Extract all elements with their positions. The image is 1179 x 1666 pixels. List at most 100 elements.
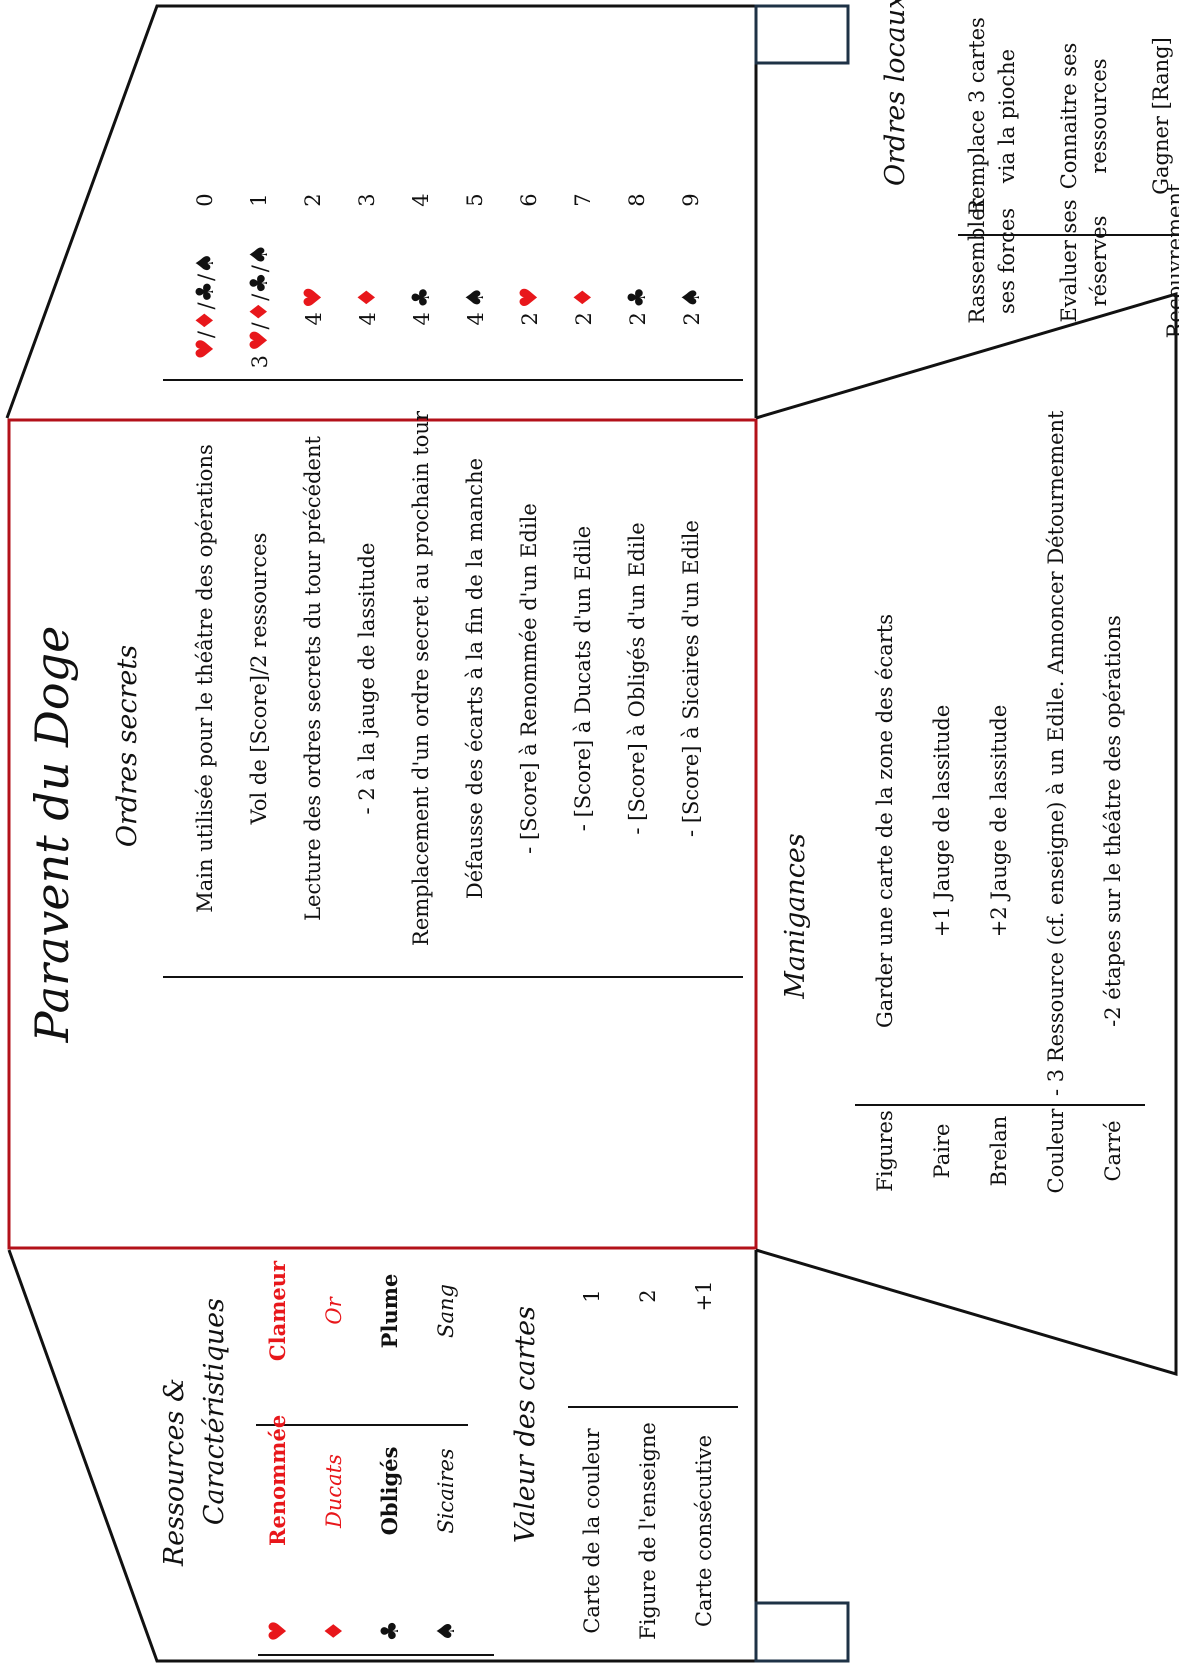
separator: / [194,273,218,281]
local-order-effect: Connaitre ses ressources [1054,11,1114,221]
secret-order-cost: 3♥/♦/♣/♠ [239,236,279,376]
card-value-label: Carte de la couleur [580,1428,604,1634]
bottom-tab [754,1601,850,1663]
secret-order-number: 1 [247,193,271,207]
resource-suit: ♠ [426,1616,466,1646]
secret-order-effect: Lecture des ordres secrets du tour précé… [301,436,325,921]
secret-order-effect: Défausse des écarts à la fin de la manch… [463,457,487,900]
club-icon: ♣ [376,1620,404,1642]
local-order-effect: Gagner [Rang]d'une ressource [1146,11,1179,221]
secret-order-cost: 4♥ [293,236,333,376]
heart-icon: ♥ [245,329,273,351]
scheme-combo: Carré [1101,1120,1125,1182]
resource-name: Obligés [377,1446,402,1536]
scheme-combo: Figures [873,1110,897,1192]
secret-order-cost-value: 2 [680,312,704,326]
resources-heading-line-1: Ressources & [159,1378,190,1567]
secret-order-number: 3 [355,193,379,207]
secret-order-effect: - [Score] à Sicaires d'un Edile [679,520,703,837]
center-panel-border [7,418,758,1250]
diamond-icon: ♦ [569,286,597,309]
scheme-combo: Brelan [987,1115,1011,1187]
spade-icon: ♠ [245,243,273,266]
secret-order-effect: - [Score] à Renommée d'un Edile [517,503,541,854]
separator: / [248,293,272,301]
local-orders-heading: Ordres locaux [880,0,911,186]
separator: / [248,265,272,273]
card-value-number: 2 [636,1289,660,1303]
separator: / [194,331,218,339]
club-icon: ♣ [245,272,273,294]
secret-order-effect: - [Score] à Obligés d'un Edile [625,522,649,835]
secret-order-cost-value: 2 [518,312,542,326]
resource-name: Sicaires [434,1448,458,1534]
resource-trait: Clameur [265,1260,290,1362]
secret-orders-heading: Ordres secrets [112,644,143,848]
secret-order-number: 2 [301,193,325,207]
secret-order-cost: 2♣ [617,236,657,376]
scheme-effect: -2 étapes sur le théâtre des opérations [1101,615,1125,1027]
separator: / [248,322,272,330]
secret-order-effect: Main utilisée pour le théâtre des opérat… [193,444,217,913]
resource-suit: ♦ [314,1616,354,1646]
secret-order-effect: - 2 à la jauge de lassitude [355,542,379,815]
card-value-number: +1 [692,1280,716,1312]
diamond-icon: ♦ [320,1620,348,1642]
secret-order-cost: 4♦ [347,236,387,376]
scheme-effect: Garder une carte de la zone des écarts [873,614,897,1029]
spade-icon: ♠ [191,252,219,274]
resources-heading-line-2: Caractéristiques [199,1298,230,1526]
secret-order-effect: - [Score] à Ducats d'un Edile [571,525,595,832]
secret-order-cost-value: 4 [410,312,434,326]
local-order-effect-line: ressources [1087,58,1111,174]
page-title: Paravent du Doge [25,625,79,1043]
local-order-effect-line: Remplace 3 cartes [965,17,989,215]
card-values-heading: Valeur des cartes [510,1306,541,1544]
card-values-rule [568,1406,738,1408]
top-flap-outline [5,4,758,419]
resources-rule-left [258,1654,494,1656]
diamond-icon: ♦ [245,300,273,323]
local-order-effect: Remplace 3 cartes via la pioche [962,11,1022,221]
scheme-effect: +1 Jauge de lassitude [930,704,954,938]
resource-suit: ♥ [258,1616,298,1646]
scheme-combo: Couleur [1044,1108,1068,1194]
club-icon: ♣ [191,280,219,303]
secret-order-cost-value: 3 [248,354,272,369]
spade-icon: ♠ [461,286,489,309]
card-value-label: Carte consécutive [692,1434,716,1628]
secret-order-cost: 4♣ [401,236,441,376]
secret-order-cost: 4♠ [455,236,495,376]
spade-icon: ♠ [432,1620,460,1642]
spade-icon: ♠ [677,286,705,309]
secret-order-number: 5 [463,193,487,207]
scheme-effect: +2 Jauge de lassitude [987,704,1011,938]
right-flap-outline [755,291,1178,1377]
secret-order-cost-value: 4 [302,312,326,326]
left-flap-outline [7,1249,758,1663]
card-value-number: 1 [580,1289,604,1303]
club-icon: ♣ [407,286,435,309]
secret-order-cost: 2♥ [509,236,549,376]
resource-trait: Plume [377,1273,402,1349]
secret-order-cost-value: 2 [626,312,650,326]
resources-heading: Ressources & Caractéristiques [155,1278,235,1658]
secret-order-number: 9 [679,193,703,207]
resource-suit: ♣ [370,1616,410,1646]
secret-orders-rule-right [163,976,743,978]
secret-order-cost: ♥/♦/♣/♠ [185,236,225,376]
resource-name: Ducats [322,1454,346,1528]
heart-icon: ♥ [299,286,327,309]
club-icon: ♣ [623,286,651,309]
heart-icon: ♥ [515,286,543,309]
local-order-effect-line: via la pioche [995,48,1019,184]
secret-order-number: 7 [571,193,595,207]
secret-order-number: 0 [193,193,217,207]
resource-trait: Sang [434,1284,458,1338]
secret-order-cost: 2♠ [671,236,711,376]
diamond-icon: ♦ [191,309,219,332]
secret-order-effect: Remplacement d'un ordre secret au procha… [409,411,433,946]
local-order-effect-line: Gagner [Rang] [1149,37,1173,195]
